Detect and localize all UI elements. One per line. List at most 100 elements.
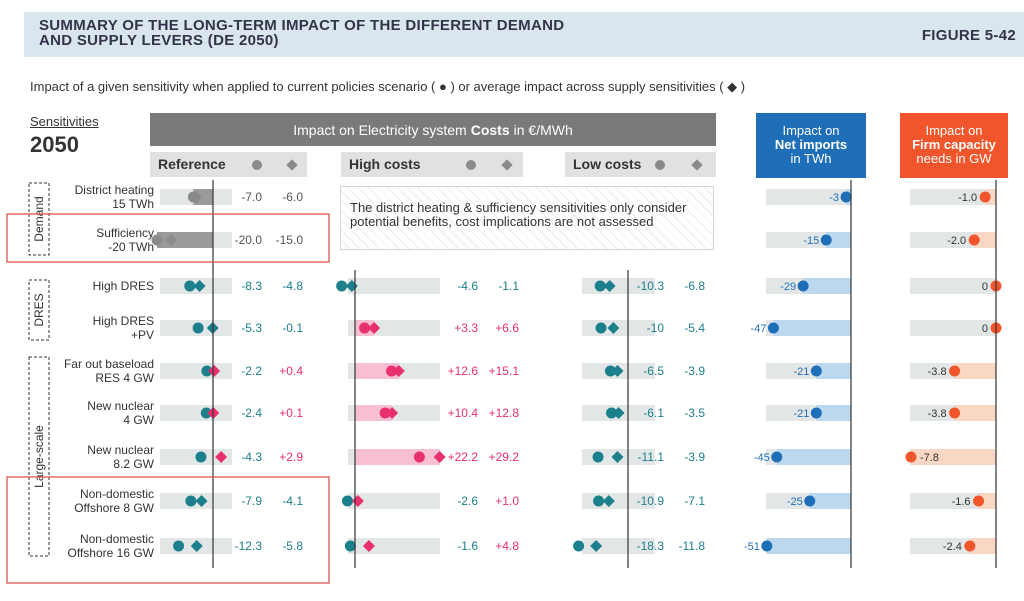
- firm-capacity-value-label: 0: [982, 323, 988, 335]
- high-value-label: +22.2: [448, 450, 479, 464]
- high-dot: [379, 407, 391, 419]
- low-costs-subheader: Low costs: [565, 152, 716, 177]
- ref-dot: [192, 322, 204, 334]
- net-imports-value-label: -25: [787, 496, 803, 508]
- high-range-bar: [355, 449, 440, 465]
- low-value-label: -7.1: [684, 494, 705, 508]
- row-label: Sufficiency: [96, 226, 154, 240]
- low-value-label: -3.9: [684, 364, 705, 378]
- high-bg-bar: [348, 493, 440, 509]
- row-label: High DRES: [93, 279, 154, 293]
- ref-diamond: [165, 234, 177, 246]
- low-dot: [592, 451, 604, 463]
- net-imports-header: Impact on Net imports in TWh: [756, 113, 866, 178]
- row-label: Far out baseload: [64, 357, 154, 371]
- ref-value-label: -12.3: [235, 539, 263, 553]
- net-imports-value-label: -45: [754, 452, 770, 464]
- net-value-bar: [776, 449, 851, 465]
- ref-value-label: -5.8: [282, 539, 303, 553]
- row-label: -20 TWh: [108, 240, 154, 254]
- high-value-label: +10.4: [448, 406, 479, 420]
- low-bg-bar: [582, 538, 655, 554]
- high-value-label: -2.6: [457, 494, 478, 508]
- net-imports-dot: [810, 407, 822, 419]
- net-imports-header-line1: Impact on: [782, 123, 840, 138]
- ref-bg-bar: [160, 363, 232, 379]
- net-imports-dot: [797, 280, 809, 292]
- net-value-bar: [773, 320, 851, 336]
- ref-dot: [185, 495, 197, 507]
- high-dot: [359, 322, 371, 334]
- low-diamond: [612, 407, 625, 419]
- dot-legend-icon: [466, 160, 476, 170]
- low-costs-subheader-label: Low costs: [573, 156, 642, 172]
- net-value-bar: [816, 405, 851, 421]
- ref-diamond: [190, 191, 203, 203]
- high-bg-bar: [348, 538, 440, 554]
- ref-value-label: -4.8: [282, 279, 303, 293]
- firm-capacity-header-line3: needs in GW: [916, 151, 992, 166]
- firm-capacity-dot: [949, 407, 961, 419]
- costs-header: Impact on Electricity system Costs in €/…: [150, 113, 716, 146]
- ref-value-label: -6.0: [282, 190, 303, 204]
- row-label: 15 TWh: [112, 197, 154, 211]
- ref-diamond: [215, 451, 228, 463]
- high-value-label: -1.6: [457, 539, 478, 553]
- net-value-bar: [803, 278, 851, 294]
- group-bracket: [28, 279, 50, 341]
- high-dot: [413, 451, 425, 463]
- group-label: DRES: [32, 293, 46, 326]
- high-costs-subheader-label: High costs: [349, 156, 421, 172]
- high-diamond: [386, 407, 399, 419]
- ref-diamond: [190, 540, 203, 552]
- high-dot: [341, 495, 353, 507]
- group-bracket: [28, 356, 50, 557]
- low-diamond: [602, 495, 615, 507]
- row-label: New nuclear: [87, 399, 154, 413]
- note-box: The district heating & sufficiency sensi…: [340, 186, 714, 250]
- net-value-bar: [809, 493, 851, 509]
- row-label: RES 4 GW: [95, 371, 154, 385]
- high-value-label: +15.1: [489, 364, 520, 378]
- net-imports-value-label: -3: [829, 192, 839, 204]
- low-value-label: -18.3: [637, 539, 665, 553]
- high-value-label: -4.6: [457, 279, 478, 293]
- sensitivities-label: Sensitivities: [30, 114, 99, 129]
- high-costs-subheader: High costs: [341, 152, 523, 177]
- ref-value-label: -7.9: [241, 494, 262, 508]
- ref-value-label: -20.0: [235, 233, 263, 247]
- costs-header-pre: Impact on Electricity system: [293, 121, 467, 138]
- low-dot: [604, 365, 616, 377]
- net-imports-dot: [771, 451, 783, 463]
- ref-bg-bar: [160, 405, 232, 421]
- firm-capacity-dot: [905, 451, 917, 463]
- firm-value-bar: [910, 449, 996, 465]
- low-dot: [594, 280, 606, 292]
- figure-subtitle: Impact of a given sensitivity when appli…: [30, 79, 746, 94]
- net-imports-value-label: -29: [780, 281, 796, 293]
- low-value-label: -10.9: [637, 494, 665, 508]
- firm-bg-bar: [910, 320, 996, 336]
- row-label: +PV: [131, 328, 154, 342]
- net-value-bar: [816, 363, 851, 379]
- low-value-label: -10: [647, 321, 665, 335]
- reference-subheader: Reference: [150, 152, 307, 177]
- low-value-label: -11.1: [638, 450, 665, 464]
- net-imports-dot: [810, 365, 822, 377]
- net-imports-value-label: -15: [803, 235, 819, 247]
- firm-capacity-dot: [979, 191, 991, 203]
- group-bracket: [28, 182, 50, 256]
- ref-diamond: [195, 495, 208, 507]
- ref-value-label: -8.3: [241, 279, 262, 293]
- firm-value-bar: [954, 363, 996, 379]
- firm-capacity-value-label: -3.8: [928, 408, 947, 420]
- row-label: Offshore 8 GW: [74, 501, 154, 515]
- low-value-label: -10.3: [637, 279, 665, 293]
- low-value-label: -6.8: [684, 279, 705, 293]
- row-label: District heating: [75, 183, 154, 197]
- net-imports-value-label: -21: [793, 366, 809, 378]
- net-imports-dot: [820, 234, 832, 246]
- ref-value-label: -2.2: [241, 364, 262, 378]
- row-label: 4 GW: [123, 413, 154, 427]
